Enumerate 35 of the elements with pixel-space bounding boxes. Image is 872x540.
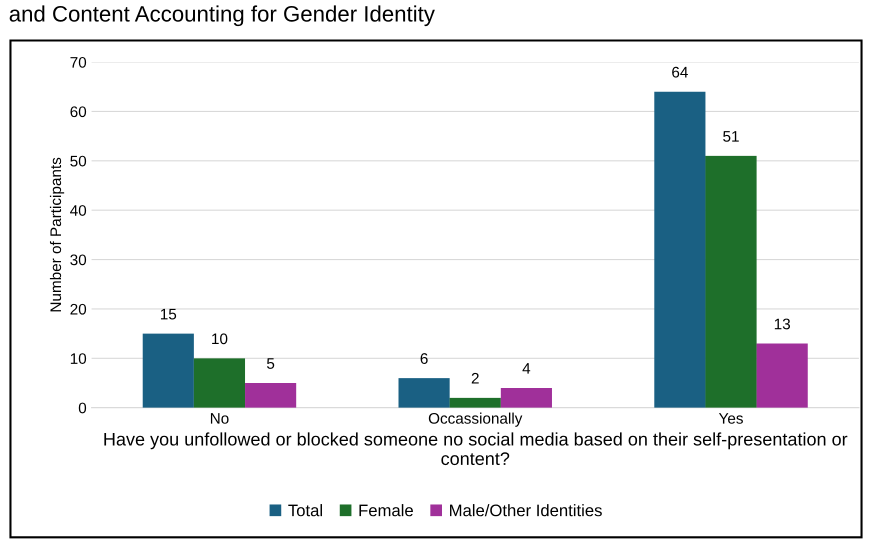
bar	[245, 383, 296, 408]
chart-title: and Content Accounting for Gender Identity	[10, 5, 435, 26]
x-tick-label: No	[210, 413, 229, 424]
y-tick-label: 60	[70, 106, 86, 118]
bar	[654, 92, 706, 408]
bar	[398, 378, 450, 408]
legend-label: Total	[288, 504, 322, 516]
y-tick-label: 30	[70, 254, 86, 266]
bar	[142, 334, 194, 408]
data-label: 2	[472, 372, 479, 384]
x-axis-title: Have you unfollowed or blocked someone no social media based on their self-presentation or content?	[104, 432, 848, 466]
data-label: 5	[266, 358, 274, 369]
data-label: 15	[160, 308, 176, 320]
data-label: 4	[522, 363, 530, 374]
y-tick-label: 20	[70, 304, 86, 315]
legend-label: Female	[359, 504, 413, 516]
y-tick-label: 10	[70, 353, 86, 364]
bar	[705, 156, 757, 408]
legend-label: Male/Other Identities	[450, 504, 602, 516]
x-tick-label: Yes	[718, 413, 743, 424]
data-label: 10	[212, 333, 228, 344]
y-axis-title: Number of Participants	[50, 158, 64, 312]
data-label: 6	[420, 353, 428, 364]
bar	[756, 344, 808, 408]
y-tick-label: 70	[70, 56, 86, 68]
y-tick-label: 50	[70, 156, 86, 167]
data-label: 13	[774, 318, 790, 330]
data-label: 64	[672, 66, 688, 78]
x-tick-label: Occassionally	[428, 412, 522, 427]
bar	[500, 388, 552, 408]
data-label: 51	[723, 131, 739, 142]
y-tick-label: 40	[70, 205, 86, 216]
bar	[194, 358, 246, 408]
y-tick-label: 0	[78, 402, 86, 414]
bar	[450, 398, 501, 408]
